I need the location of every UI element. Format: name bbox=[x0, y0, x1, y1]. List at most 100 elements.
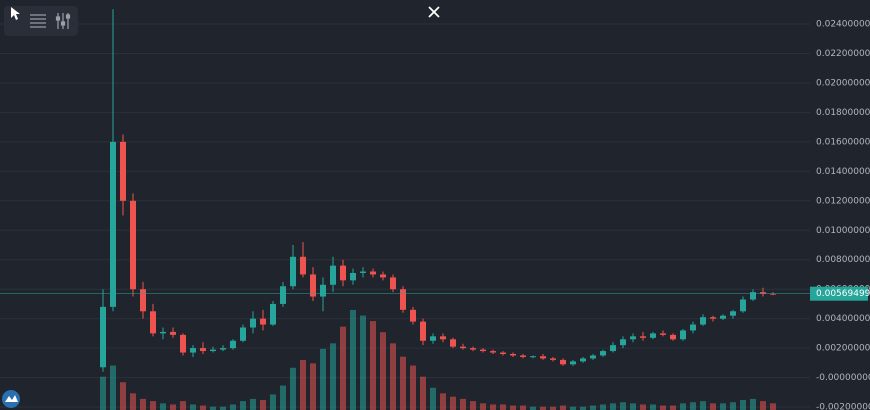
candle-body bbox=[540, 356, 546, 359]
last-price-tag bbox=[810, 286, 868, 301]
candle-body bbox=[320, 284, 326, 297]
candle-body bbox=[670, 334, 676, 340]
volume-bar bbox=[660, 405, 666, 410]
candle-body bbox=[640, 336, 646, 338]
volume-bar bbox=[210, 406, 216, 410]
volume-bar bbox=[630, 403, 636, 410]
volume-bar bbox=[540, 406, 546, 410]
candle-body bbox=[390, 277, 396, 290]
candle-body bbox=[150, 311, 156, 334]
candle-body bbox=[130, 200, 136, 290]
volume-bar bbox=[250, 398, 256, 410]
volume-bar bbox=[450, 396, 456, 410]
candle-body bbox=[210, 349, 216, 352]
volume-bar bbox=[500, 404, 506, 410]
candle-body bbox=[160, 331, 166, 334]
candle-body bbox=[250, 318, 256, 328]
toolbar bbox=[4, 6, 78, 36]
candle-body bbox=[280, 286, 286, 304]
volume-bar bbox=[150, 401, 156, 410]
volume-bar bbox=[680, 403, 686, 410]
candle-body bbox=[760, 292, 766, 294]
volume-bar bbox=[470, 401, 476, 410]
candle-body bbox=[420, 321, 426, 341]
volume-bar bbox=[700, 401, 706, 410]
candle-body bbox=[340, 265, 346, 281]
settings-icon[interactable] bbox=[55, 13, 71, 29]
logo-mark bbox=[5, 395, 18, 402]
volume-bar bbox=[230, 404, 236, 410]
volume-bar bbox=[260, 400, 266, 410]
candle-body bbox=[650, 333, 656, 338]
candle-body bbox=[450, 339, 456, 347]
volume-bar bbox=[550, 406, 556, 410]
volume-bar bbox=[590, 405, 596, 410]
volume-bar bbox=[270, 394, 276, 410]
candle-body bbox=[620, 339, 626, 346]
candle-body bbox=[110, 141, 116, 307]
candle-body bbox=[400, 289, 406, 310]
volume-bar bbox=[200, 405, 206, 410]
volume-bar bbox=[340, 326, 346, 410]
volume-bar bbox=[400, 356, 406, 410]
candle-body bbox=[470, 348, 476, 350]
candle-body bbox=[480, 349, 486, 352]
candle-body bbox=[610, 345, 616, 352]
volume-bar bbox=[440, 393, 446, 410]
volume-bar bbox=[320, 348, 326, 410]
candle-body bbox=[700, 317, 706, 325]
candle-body bbox=[140, 289, 146, 312]
volume-bar bbox=[220, 406, 226, 410]
candle-body bbox=[710, 317, 716, 319]
candle-body bbox=[360, 271, 366, 273]
volume-bar bbox=[310, 363, 316, 410]
candle-body bbox=[230, 340, 236, 349]
candle-body bbox=[510, 354, 516, 356]
volume-bar bbox=[600, 404, 606, 410]
volume-bar bbox=[100, 376, 106, 410]
candle-body bbox=[430, 336, 436, 341]
volume-bar bbox=[640, 404, 646, 410]
candle-body bbox=[630, 336, 636, 340]
volume-bar bbox=[530, 406, 536, 410]
volume-bar bbox=[350, 310, 356, 410]
close-button[interactable] bbox=[428, 6, 440, 18]
volume-bar bbox=[490, 404, 496, 410]
volume-bar bbox=[430, 387, 436, 410]
candle-body bbox=[270, 303, 276, 325]
candle-body bbox=[240, 327, 246, 341]
candle-body bbox=[590, 355, 596, 359]
volume-bar bbox=[130, 393, 136, 410]
candle-body bbox=[560, 359, 566, 365]
menu-icon[interactable] bbox=[30, 14, 46, 28]
candle-body bbox=[290, 256, 296, 287]
volume-bar bbox=[610, 403, 616, 410]
cursor bbox=[11, 7, 20, 20]
candle-body bbox=[410, 309, 416, 322]
candle-body bbox=[300, 256, 306, 275]
last-price-label: 0.005694996 bbox=[816, 289, 870, 299]
candle-body bbox=[600, 351, 606, 356]
candle-body bbox=[260, 318, 266, 325]
candle-body bbox=[460, 346, 466, 349]
candle-body bbox=[720, 315, 726, 319]
volume-bar bbox=[240, 401, 246, 410]
candle-body bbox=[520, 355, 526, 357]
candle-body bbox=[740, 299, 746, 312]
volume-bar bbox=[280, 385, 286, 410]
volume-bar bbox=[760, 401, 766, 410]
volume-bar bbox=[420, 376, 426, 410]
volume-bar bbox=[770, 403, 776, 410]
volume-bar bbox=[570, 406, 576, 410]
candle-body bbox=[100, 306, 106, 368]
candle-body bbox=[680, 330, 686, 340]
volume-bar bbox=[710, 403, 716, 410]
y-tick-label: -0.002000000 bbox=[816, 403, 870, 410]
candle-body bbox=[170, 331, 176, 335]
